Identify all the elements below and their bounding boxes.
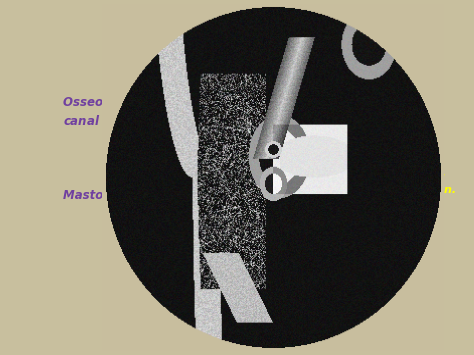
Text: Osseous fascial
canal (1$^{st}$ portion): Osseous fascial canal (1$^{st}$ portion): [63, 96, 182, 131]
Text: Mastoid antrum: Mastoid antrum: [63, 189, 168, 202]
Text: Extreme upper
jugular foramen.: Extreme upper jugular foramen.: [351, 172, 456, 195]
